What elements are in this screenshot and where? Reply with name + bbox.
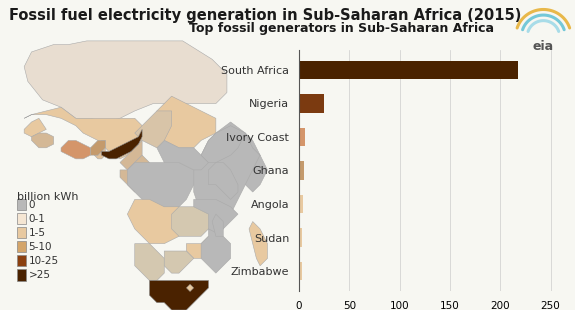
Polygon shape xyxy=(194,199,238,236)
Polygon shape xyxy=(249,222,267,266)
Polygon shape xyxy=(164,251,194,273)
Text: Top fossil generators in Sub-Saharan Africa: Top fossil generators in Sub-Saharan Afr… xyxy=(189,22,494,35)
Polygon shape xyxy=(201,229,231,273)
Bar xyxy=(299,195,302,213)
Polygon shape xyxy=(201,126,246,162)
Polygon shape xyxy=(94,140,105,159)
Text: 0-1: 0-1 xyxy=(29,214,45,224)
Text: eia: eia xyxy=(533,40,554,53)
Text: Fossil fuel electricity generation in Sub-Saharan Africa (2015): Fossil fuel electricity generation in Su… xyxy=(9,8,521,23)
Polygon shape xyxy=(135,111,171,148)
Bar xyxy=(17,255,26,267)
Polygon shape xyxy=(128,199,186,244)
Bar xyxy=(299,60,519,79)
Polygon shape xyxy=(24,107,142,159)
Polygon shape xyxy=(212,214,223,236)
Text: 10-25: 10-25 xyxy=(29,256,59,266)
Polygon shape xyxy=(128,162,194,207)
Polygon shape xyxy=(209,162,238,199)
Polygon shape xyxy=(102,129,142,159)
Bar xyxy=(17,199,26,210)
Polygon shape xyxy=(194,122,260,236)
Polygon shape xyxy=(186,236,209,259)
Bar xyxy=(17,228,26,238)
Polygon shape xyxy=(186,284,194,292)
Bar xyxy=(17,269,26,281)
Text: billion kWh: billion kWh xyxy=(17,192,78,202)
Polygon shape xyxy=(90,140,105,155)
Polygon shape xyxy=(246,133,267,192)
Polygon shape xyxy=(171,207,209,236)
Polygon shape xyxy=(120,155,150,192)
Polygon shape xyxy=(157,140,209,170)
Text: 5-10: 5-10 xyxy=(29,242,52,252)
Bar xyxy=(299,161,304,180)
Polygon shape xyxy=(24,41,227,122)
Bar xyxy=(299,128,305,146)
Polygon shape xyxy=(120,140,142,170)
Bar xyxy=(17,241,26,252)
Polygon shape xyxy=(24,118,46,137)
Polygon shape xyxy=(32,133,53,148)
Text: 0: 0 xyxy=(29,200,35,210)
Polygon shape xyxy=(61,140,90,159)
Bar xyxy=(299,228,302,247)
Polygon shape xyxy=(157,96,216,148)
Bar xyxy=(299,262,301,281)
Bar xyxy=(17,213,26,224)
Text: 1-5: 1-5 xyxy=(29,228,45,238)
Text: >25: >25 xyxy=(29,270,51,280)
Polygon shape xyxy=(135,244,164,281)
Polygon shape xyxy=(150,281,209,310)
Bar xyxy=(299,94,324,113)
